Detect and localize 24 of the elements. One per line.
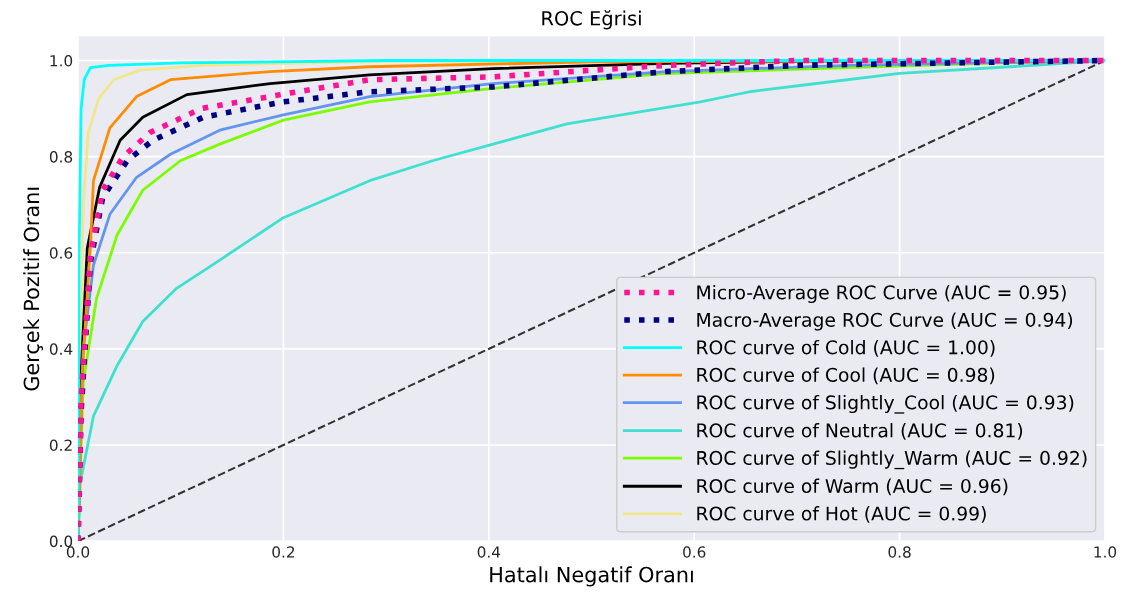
legend-label: ROC curve of Cold (AUC = 1.00): [697, 339, 995, 357]
legend-label: ROC curve of Hot (AUC = 0.99): [697, 506, 986, 523]
y-tick-label: 1.0: [50, 54, 73, 67]
legend-label: ROC curve of Warm (AUC = 0.96): [697, 478, 1008, 496]
chart-title: ROC Eğrisi: [542, 10, 641, 30]
x-tick-label: 1.0: [1094, 546, 1117, 558]
x-axis-title: Hatalı Negatif Oranı: [490, 566, 693, 587]
x-tick-label: 0.0: [66, 546, 90, 558]
y-axis-title: Gerçek Pozitif Oranı: [23, 187, 44, 391]
legend-label: Macro-Average ROC Curve (AUC = 0.94): [697, 312, 1073, 331]
y-tick-label: 0.2: [49, 439, 72, 452]
legend-label: ROC curve of Slightly_Warm (AUC = 0.92): [697, 450, 1087, 470]
legend-label: ROC curve of Slightly_Cool (AUC = 0.93): [697, 394, 1074, 414]
y-tick-label: 0.8: [49, 151, 73, 163]
y-tick-label: 0.4: [49, 343, 73, 355]
y-tick-label: 0.6: [49, 247, 73, 259]
x-tick-label: 0.6: [683, 546, 706, 558]
legend-label: ROC curve of Cool (AUC = 0.98): [697, 367, 995, 385]
x-tick-label: 0.4: [477, 546, 501, 558]
x-tick-label: 0.8: [888, 546, 911, 558]
legend-label: ROC curve of Neutral (AUC = 0.81): [697, 423, 1023, 440]
y-tick-label: 0.0: [49, 535, 73, 548]
legend-label: Micro-Average ROC Curve (AUC = 0.95): [697, 284, 1066, 304]
x-tick-label: 0.2: [272, 546, 295, 558]
